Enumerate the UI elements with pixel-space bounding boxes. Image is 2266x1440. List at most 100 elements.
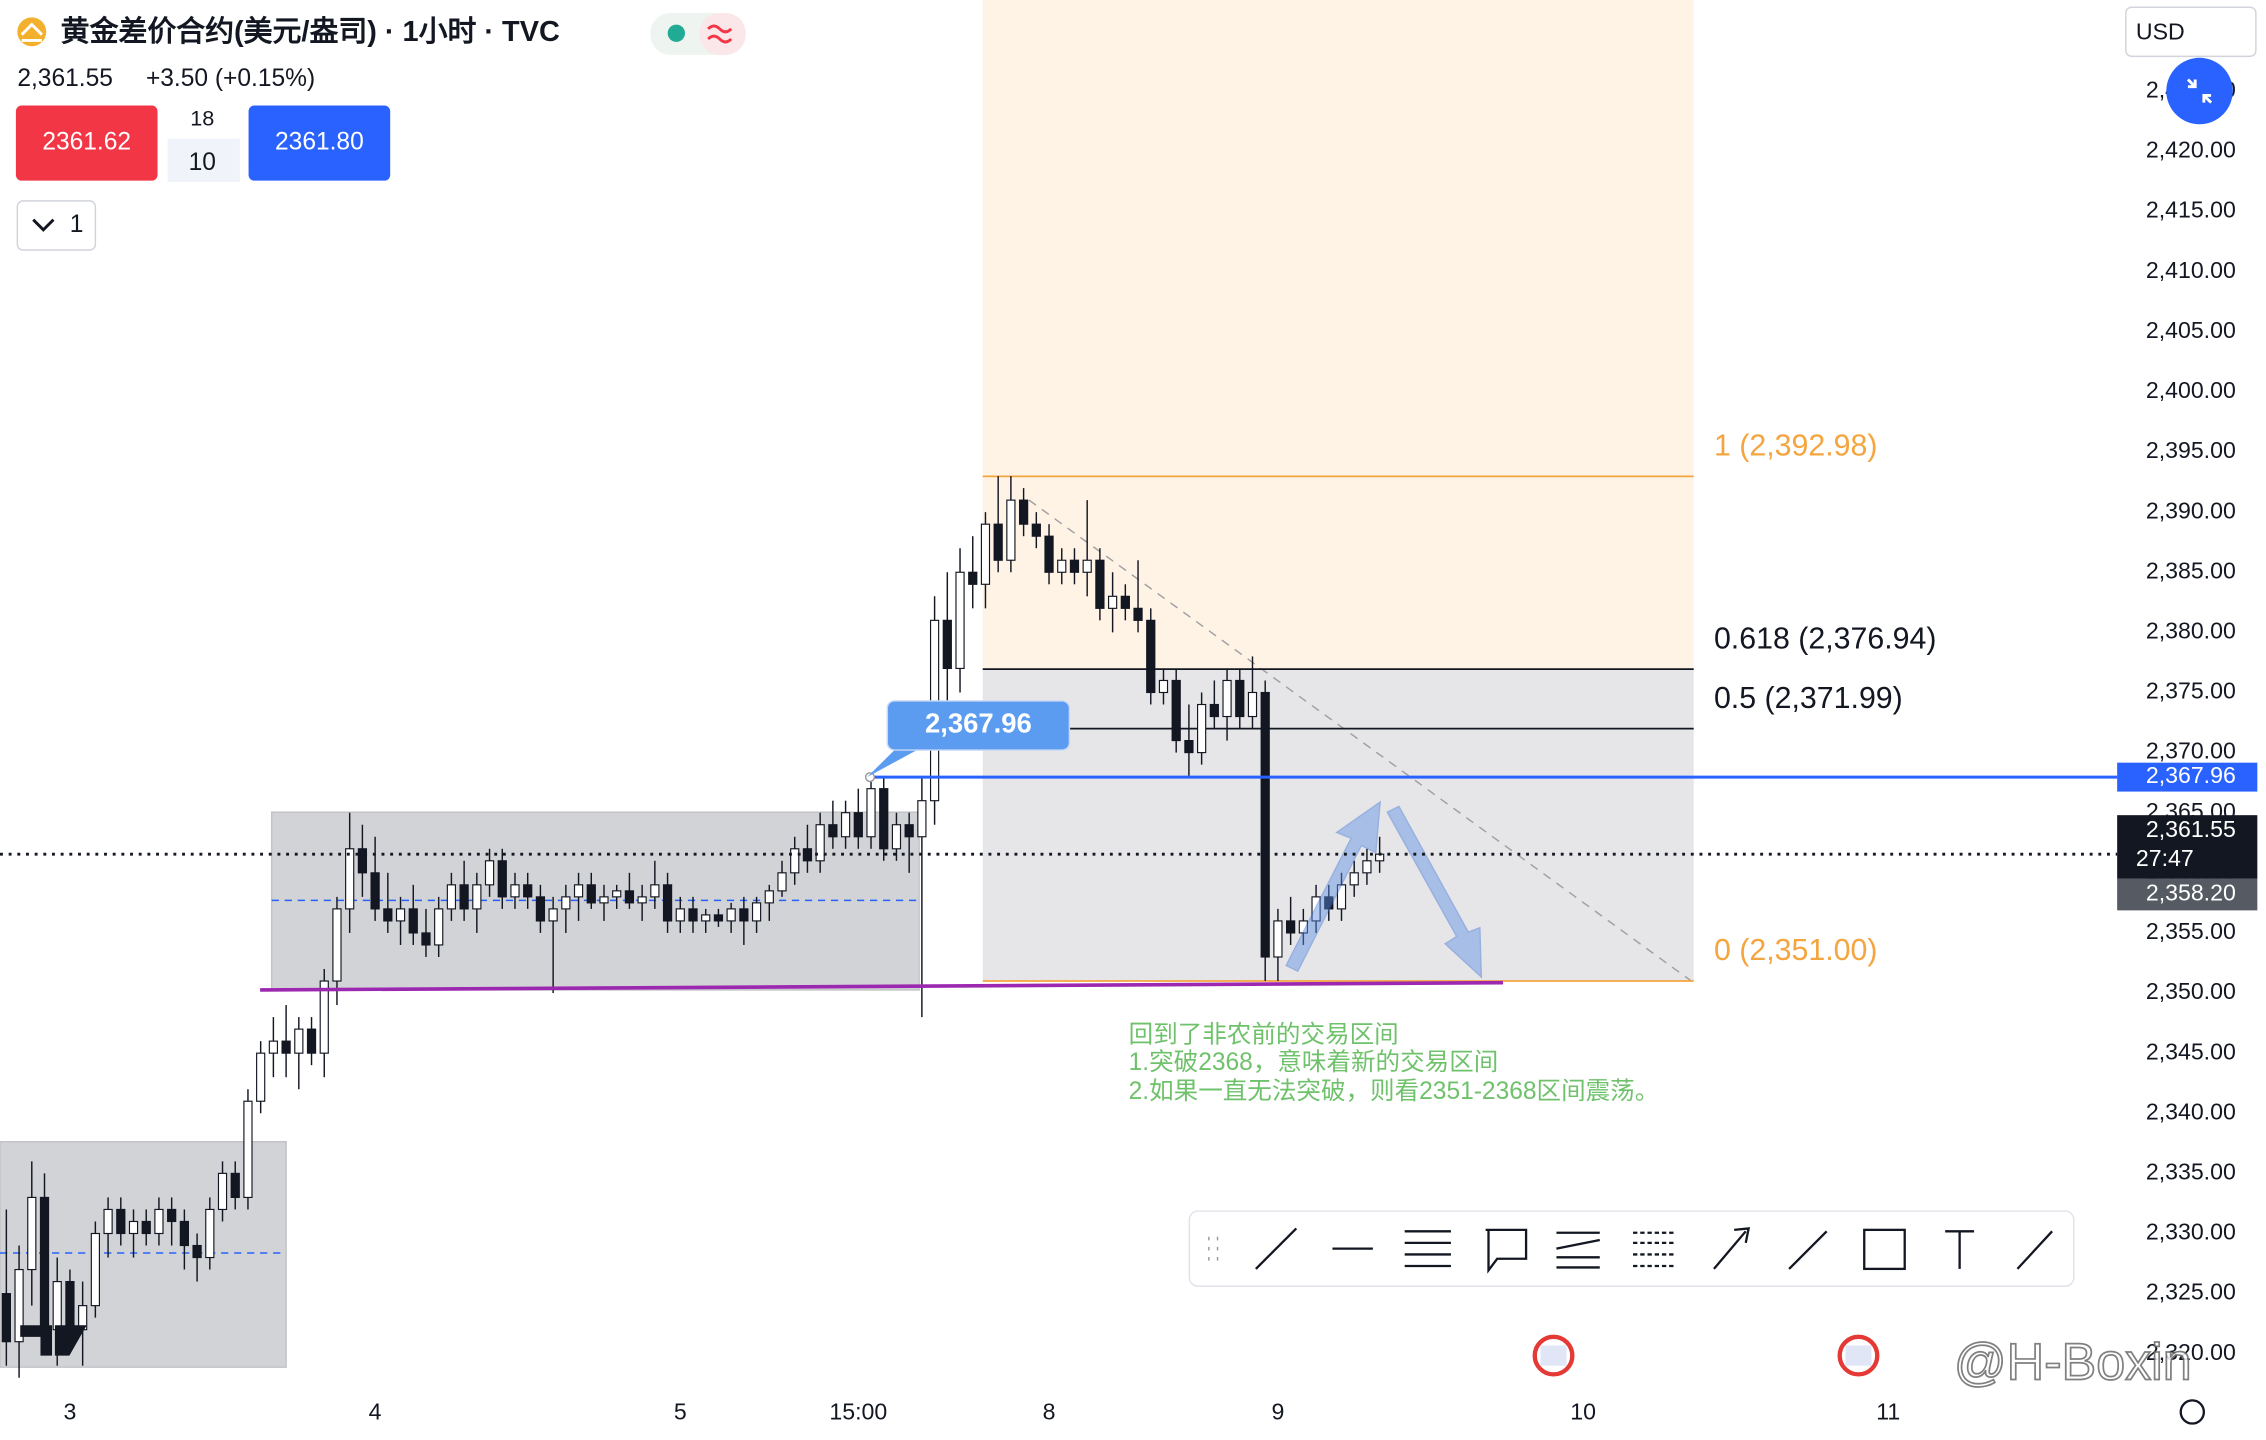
y-tick-label: 2,415.00 <box>2146 197 2236 223</box>
bid-label: 2,358.20 <box>2146 880 2236 906</box>
y-tick-label: 2,390.00 <box>2146 497 2236 523</box>
flag-body <box>1540 1345 1567 1366</box>
tool-trend[interactable] <box>1255 1227 1298 1270</box>
buy-price: 2361.80 <box>275 129 364 156</box>
candle-body <box>561 896 571 910</box>
candle-body <box>1273 920 1283 958</box>
candle-body <box>1235 679 1245 718</box>
candle-body <box>319 980 329 1054</box>
candle-body <box>1006 499 1016 561</box>
tool-ray[interactable] <box>1788 1230 1828 1270</box>
trend-line <box>1028 499 1695 984</box>
candle-body <box>1184 740 1194 754</box>
grip[interactable] <box>1208 1236 1219 1261</box>
tool-rect[interactable] <box>1863 1228 1906 1271</box>
candle-body <box>866 788 876 838</box>
y-tick-label: 2,325.00 <box>2146 1279 2236 1305</box>
candle-body <box>535 896 546 922</box>
candle-body <box>345 848 355 910</box>
candle-body <box>141 1220 151 1235</box>
status-pill <box>699 13 746 55</box>
axes: 2,320.00 2,325.00 2,330.00 2,335.00 2,340.00… <box>64 76 2258 1425</box>
candle-body <box>167 1208 177 1223</box>
candle-body <box>573 884 584 898</box>
candle-body <box>408 908 418 934</box>
candle-body <box>395 908 406 922</box>
candles <box>1 476 1385 1378</box>
candle-body <box>497 860 507 898</box>
x-tick-label: 5 <box>674 1399 687 1425</box>
candle-body <box>853 812 863 838</box>
candle-body <box>1197 703 1207 754</box>
candle-body <box>1 1293 11 1343</box>
symbol-title: 黄金差价合约(美元/盎司) · 1小时 · TVC <box>61 15 560 48</box>
candle-body <box>459 884 469 910</box>
candle-body <box>306 1028 317 1054</box>
candle-body <box>1031 523 1041 537</box>
candle-body <box>1158 679 1169 694</box>
candle-body <box>52 1281 62 1331</box>
candle-body <box>815 824 825 862</box>
candle-body <box>739 908 749 922</box>
candle-body <box>39 1196 50 1331</box>
candle-body <box>14 1268 24 1343</box>
x-tick-label: 9 <box>1271 1399 1284 1425</box>
candle-body <box>116 1208 126 1235</box>
x-tick-label: 15:00 <box>829 1399 887 1425</box>
fullscreen-button[interactable] <box>2166 57 2233 125</box>
candle-body <box>383 908 393 922</box>
candle-body <box>1247 691 1258 718</box>
fib-label: 0.618 (2,376.94) <box>1714 622 1937 655</box>
candle-body <box>790 848 800 874</box>
tool-text[interactable] <box>1945 1230 1975 1269</box>
tool-fib[interactable] <box>1556 1231 1601 1269</box>
candle-body <box>1311 896 1321 922</box>
hline-axis-label: 2,367.96 <box>2146 762 2236 788</box>
spread-box <box>167 138 240 183</box>
delay-icon <box>707 24 733 44</box>
candle-body <box>1298 920 1308 934</box>
callout-pointer <box>867 745 925 778</box>
tool-measure[interactable] <box>2016 1230 2053 1270</box>
candle-body <box>281 1040 291 1054</box>
sell-button[interactable] <box>15 105 158 181</box>
candle-body <box>1209 703 1219 718</box>
candle-body <box>1133 607 1143 621</box>
hline-axis-box <box>2117 762 2258 792</box>
candle-body <box>917 800 927 838</box>
x-tick-label: 10 <box>1570 1399 1596 1425</box>
tool-lines[interactable] <box>1404 1230 1451 1268</box>
indicator-toggle[interactable] <box>16 200 97 251</box>
settings-icon[interactable] <box>2179 1399 2206 1425</box>
tool-arrow[interactable] <box>1713 1227 1751 1270</box>
candle-body <box>65 1281 75 1331</box>
candle-body <box>586 884 596 904</box>
fib-label: 0.5 (2,371.99) <box>1714 682 1903 715</box>
candle-body <box>1260 691 1270 958</box>
y-tick-label: 2,405.00 <box>2146 317 2236 343</box>
fib-fill <box>982 0 1694 982</box>
candle-body <box>217 1172 228 1211</box>
currency-select[interactable] <box>2125 6 2257 58</box>
tool-callout[interactable] <box>1485 1228 1528 1274</box>
callout-box <box>886 700 1071 751</box>
fib-levels: 1 (2,392.98) 0.618 (2,376.94) 0.5 (2,371.9… <box>982 429 1937 982</box>
candle-body <box>688 908 698 922</box>
annotation-line: 2.如果一直无法突破，则看2351-2368区间震荡。 <box>1129 1077 1660 1105</box>
candle-body <box>1107 595 1118 609</box>
countdown: 27:47 <box>2136 845 2194 871</box>
x-tick-label: 11 <box>1876 1399 1900 1425</box>
y-tick-label: 2,380.00 <box>2146 617 2236 643</box>
candle-body <box>268 1040 279 1054</box>
candle-body <box>980 523 991 585</box>
candle-body <box>484 860 495 886</box>
tool-fib-ext[interactable] <box>1633 1231 1677 1268</box>
y-tick-label: 2,420.00 <box>2146 137 2236 163</box>
candle-body <box>1082 559 1092 573</box>
fib-upper-zone <box>982 0 1694 670</box>
y-tick-label: 2,320.00 <box>2146 1339 2236 1365</box>
buy-button[interactable] <box>248 105 391 181</box>
candle-body <box>1286 920 1296 934</box>
candle-body <box>421 932 431 946</box>
